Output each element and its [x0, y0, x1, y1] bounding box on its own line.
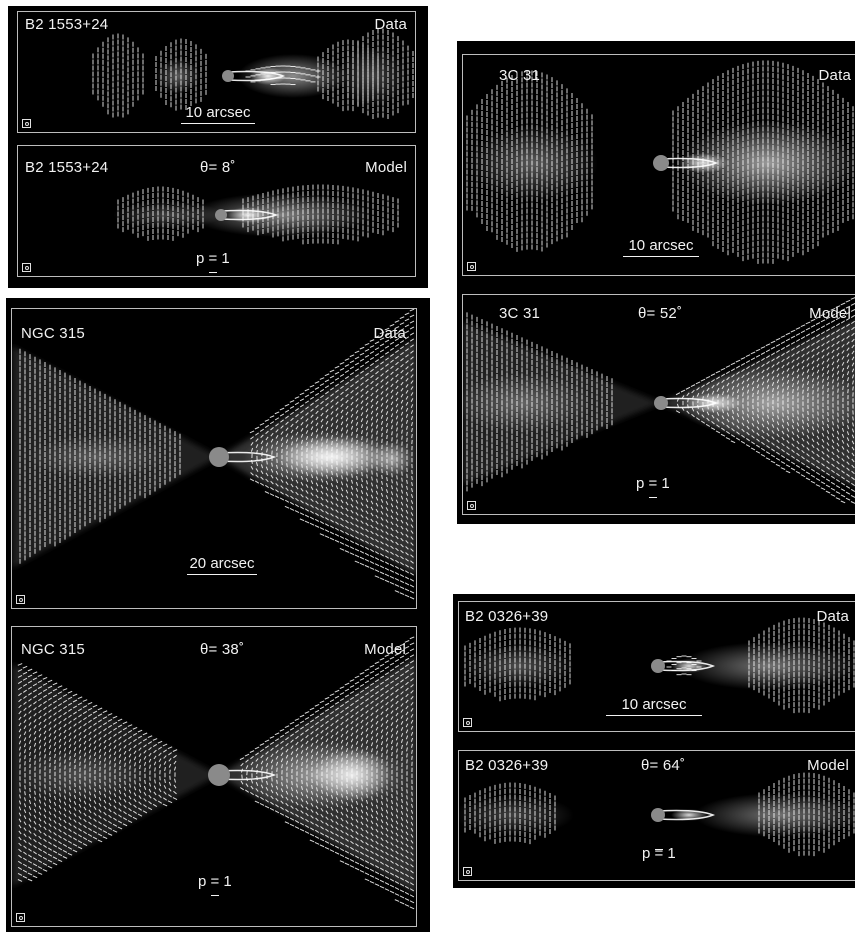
polarization-key-label: p = 1 [642, 845, 676, 862]
panel-tag-data: Data [373, 325, 406, 342]
polarization-key-label: p = 1 [198, 873, 232, 890]
panel-tag-data: Data [818, 67, 851, 84]
beam-ellipse-icon [467, 262, 476, 271]
polarization-key: p = 1 [196, 250, 230, 273]
source-name: B2 1553+24 [25, 16, 109, 33]
panel-3c-31-model: 3C 31 θ= 52˚ Model p = 1 [462, 294, 855, 515]
source-name: NGC 315 [21, 641, 85, 658]
panel-tag-model: Model [809, 305, 851, 322]
beam-ellipse-icon [463, 718, 472, 727]
panel-tag-data: Data [816, 608, 849, 625]
source-name: 3C 31 [499, 67, 541, 84]
source-name: NGC 315 [21, 325, 85, 342]
polarization-key-label: p = 1 [196, 250, 230, 267]
beam-ellipse-icon [16, 913, 25, 922]
polarization-key: p = 1 [642, 845, 676, 862]
scale-bar-label: 10 arcsec [621, 696, 687, 713]
panel-ngc-315-model: NGC 315 θ= 38˚ Model p = 1 [11, 626, 417, 927]
panel-tag-model: Model [807, 757, 849, 774]
scale-bar: 10 arcsec [611, 237, 711, 257]
beam-ellipse-icon [16, 595, 25, 604]
intensity-map [464, 617, 855, 714]
inclination-angle: θ= 8˚ [200, 159, 236, 176]
source-name: B2 0326+39 [465, 757, 549, 774]
scale-bar-label: 10 arcsec [185, 104, 251, 121]
inclination-angle: θ= 52˚ [638, 305, 683, 322]
panel-tag-model: Model [364, 641, 406, 658]
panel-b2-0326-data: B2 0326+39 Data 10 arcsec [458, 601, 855, 732]
intensity-map [12, 636, 416, 910]
panel-b2-0326-model: B2 0326+39 θ= 64˚ Model p = 1 [458, 750, 855, 881]
beam-ellipse-icon [22, 263, 31, 272]
beam-ellipse-icon [463, 867, 472, 876]
polarization-key: p = 1 [198, 873, 232, 896]
scale-bar: 10 arcsec [604, 696, 704, 716]
intensity-map [92, 28, 414, 119]
scale-bar: 20 arcsec [172, 555, 272, 575]
source-name: B2 0326+39 [465, 608, 549, 625]
source-name: 3C 31 [499, 305, 541, 322]
scale-bar: 10 arcsec [168, 104, 268, 124]
panel-tag-model: Model [365, 159, 407, 176]
panel-b2-1553-model: B2 1553+24 θ= 8˚ Model p = 1 [17, 145, 416, 277]
intensity-map [12, 309, 416, 600]
inclination-angle: θ= 38˚ [200, 641, 245, 658]
intensity-map [459, 772, 855, 857]
panel-b2-1553-data: B2 1553+24 Data 10 arcsec [17, 11, 416, 133]
panel-ngc-315-data: NGC 315 Data 20 arcsec [11, 308, 417, 609]
beam-ellipse-icon [22, 119, 31, 128]
scale-bar-label: 20 arcsec [189, 555, 255, 572]
scale-bar-label: 10 arcsec [628, 237, 694, 254]
intensity-map [463, 297, 855, 504]
inclination-angle: θ= 64˚ [641, 757, 686, 774]
intensity-map [113, 184, 399, 245]
beam-ellipse-icon [467, 501, 476, 510]
panel-3c-31-data: 3C 31 Data 10 arcsec [462, 54, 855, 276]
polarization-key-label: p = 1 [636, 475, 670, 492]
intensity-map [466, 60, 855, 264]
polarization-key: p = 1 [636, 475, 670, 498]
panel-tag-data: Data [374, 16, 407, 33]
source-name: B2 1553+24 [25, 159, 109, 176]
